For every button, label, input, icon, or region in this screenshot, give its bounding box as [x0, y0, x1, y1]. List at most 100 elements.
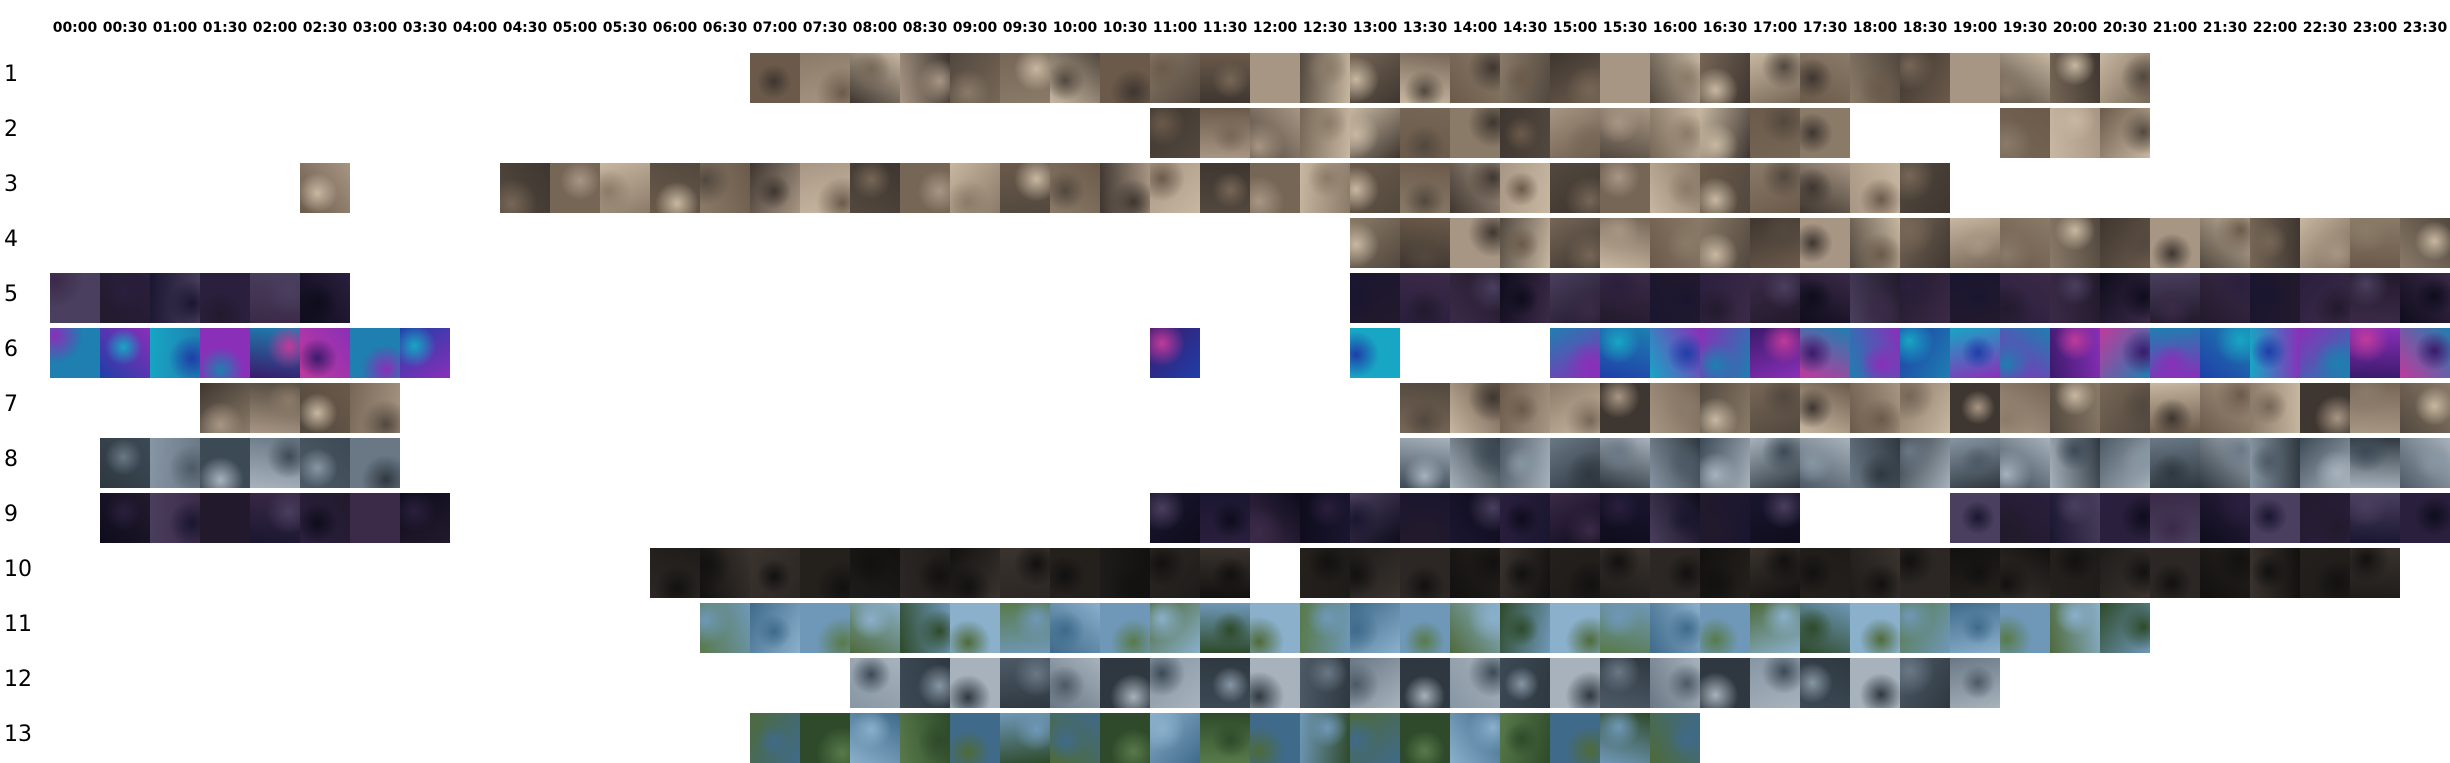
photo-thumbnail[interactable]	[1550, 108, 1600, 158]
photo-thumbnail[interactable]	[200, 273, 250, 323]
photo-thumbnail[interactable]	[950, 603, 1000, 653]
photo-thumbnail[interactable]	[1500, 108, 1550, 158]
photo-thumbnail[interactable]	[1500, 438, 1550, 488]
photo-thumbnail[interactable]	[2400, 493, 2450, 543]
photo-thumbnail[interactable]	[300, 383, 350, 433]
photo-thumbnail[interactable]	[750, 713, 800, 763]
photo-thumbnail[interactable]	[350, 438, 400, 488]
photo-thumbnail[interactable]	[1450, 383, 1500, 433]
photo-thumbnail[interactable]	[1050, 658, 1100, 708]
photo-thumbnail[interactable]	[700, 548, 750, 598]
photo-thumbnail[interactable]	[1350, 548, 1400, 598]
photo-thumbnail[interactable]	[200, 328, 250, 378]
photo-thumbnail[interactable]	[950, 53, 1000, 103]
photo-thumbnail[interactable]	[1800, 53, 1850, 103]
photo-thumbnail[interactable]	[1300, 603, 1350, 653]
photo-thumbnail[interactable]	[250, 328, 300, 378]
photo-thumbnail[interactable]	[1150, 548, 1200, 598]
photo-thumbnail[interactable]	[1600, 383, 1650, 433]
photo-thumbnail[interactable]	[1750, 383, 1800, 433]
photo-thumbnail[interactable]	[1200, 713, 1250, 763]
photo-thumbnail[interactable]	[950, 713, 1000, 763]
photo-thumbnail[interactable]	[1200, 603, 1250, 653]
photo-thumbnail[interactable]	[2200, 218, 2250, 268]
photo-thumbnail[interactable]	[1300, 108, 1350, 158]
photo-thumbnail[interactable]	[1650, 658, 1700, 708]
photo-thumbnail[interactable]	[1100, 658, 1150, 708]
photo-thumbnail[interactable]	[2100, 328, 2150, 378]
photo-thumbnail[interactable]	[1500, 273, 1550, 323]
photo-thumbnail[interactable]	[600, 163, 650, 213]
photo-thumbnail[interactable]	[2100, 108, 2150, 158]
photo-thumbnail[interactable]	[1650, 273, 1700, 323]
photo-thumbnail[interactable]	[1850, 163, 1900, 213]
photo-thumbnail[interactable]	[1750, 603, 1800, 653]
photo-thumbnail[interactable]	[2050, 548, 2100, 598]
photo-thumbnail[interactable]	[1600, 713, 1650, 763]
photo-thumbnail[interactable]	[1100, 53, 1150, 103]
photo-thumbnail[interactable]	[150, 438, 200, 488]
photo-thumbnail[interactable]	[1950, 548, 2000, 598]
photo-thumbnail[interactable]	[1450, 548, 1500, 598]
photo-thumbnail[interactable]	[1550, 603, 1600, 653]
photo-thumbnail[interactable]	[1350, 273, 1400, 323]
photo-thumbnail[interactable]	[1200, 493, 1250, 543]
photo-thumbnail[interactable]	[700, 603, 750, 653]
photo-thumbnail[interactable]	[2250, 218, 2300, 268]
photo-thumbnail[interactable]	[2050, 108, 2100, 158]
photo-thumbnail[interactable]	[1000, 658, 1050, 708]
photo-thumbnail[interactable]	[1500, 603, 1550, 653]
photo-thumbnail[interactable]	[1400, 383, 1450, 433]
photo-thumbnail[interactable]	[2300, 273, 2350, 323]
photo-thumbnail[interactable]	[1750, 273, 1800, 323]
photo-thumbnail[interactable]	[1700, 273, 1750, 323]
photo-thumbnail[interactable]	[1650, 713, 1700, 763]
photo-thumbnail[interactable]	[800, 163, 850, 213]
photo-thumbnail[interactable]	[200, 438, 250, 488]
photo-thumbnail[interactable]	[2250, 328, 2300, 378]
photo-thumbnail[interactable]	[2000, 493, 2050, 543]
photo-thumbnail[interactable]	[2150, 273, 2200, 323]
photo-thumbnail[interactable]	[1650, 328, 1700, 378]
photo-thumbnail[interactable]	[1450, 438, 1500, 488]
photo-thumbnail[interactable]	[1650, 383, 1700, 433]
photo-thumbnail[interactable]	[2250, 383, 2300, 433]
photo-thumbnail[interactable]	[1500, 658, 1550, 708]
photo-thumbnail[interactable]	[1700, 383, 1750, 433]
photo-thumbnail[interactable]	[1150, 328, 1200, 378]
photo-thumbnail[interactable]	[1400, 273, 1450, 323]
photo-thumbnail[interactable]	[1500, 163, 1550, 213]
photo-thumbnail[interactable]	[1750, 438, 1800, 488]
photo-thumbnail[interactable]	[2000, 218, 2050, 268]
photo-thumbnail[interactable]	[2100, 438, 2150, 488]
photo-thumbnail[interactable]	[1050, 548, 1100, 598]
photo-thumbnail[interactable]	[2200, 548, 2250, 598]
photo-thumbnail[interactable]	[1450, 603, 1500, 653]
photo-thumbnail[interactable]	[2250, 273, 2300, 323]
photo-thumbnail[interactable]	[800, 713, 850, 763]
photo-thumbnail[interactable]	[1700, 603, 1750, 653]
photo-thumbnail[interactable]	[2200, 328, 2250, 378]
photo-thumbnail[interactable]	[1750, 548, 1800, 598]
photo-thumbnail[interactable]	[2350, 328, 2400, 378]
photo-thumbnail[interactable]	[1250, 108, 1300, 158]
photo-thumbnail[interactable]	[1700, 53, 1750, 103]
photo-thumbnail[interactable]	[1950, 493, 2000, 543]
photo-thumbnail[interactable]	[2200, 273, 2250, 323]
photo-thumbnail[interactable]	[900, 53, 950, 103]
photo-thumbnail[interactable]	[1350, 53, 1400, 103]
photo-thumbnail[interactable]	[1550, 328, 1600, 378]
photo-thumbnail[interactable]	[1000, 603, 1050, 653]
photo-thumbnail[interactable]	[350, 493, 400, 543]
photo-thumbnail[interactable]	[300, 163, 350, 213]
photo-thumbnail[interactable]	[1250, 53, 1300, 103]
photo-thumbnail[interactable]	[1900, 383, 1950, 433]
photo-thumbnail[interactable]	[1850, 53, 1900, 103]
photo-thumbnail[interactable]	[1950, 53, 2000, 103]
photo-thumbnail[interactable]	[1000, 548, 1050, 598]
photo-thumbnail[interactable]	[2200, 383, 2250, 433]
photo-thumbnail[interactable]	[1750, 658, 1800, 708]
photo-thumbnail[interactable]	[2100, 603, 2150, 653]
photo-thumbnail[interactable]	[1350, 163, 1400, 213]
photo-thumbnail[interactable]	[1950, 383, 2000, 433]
